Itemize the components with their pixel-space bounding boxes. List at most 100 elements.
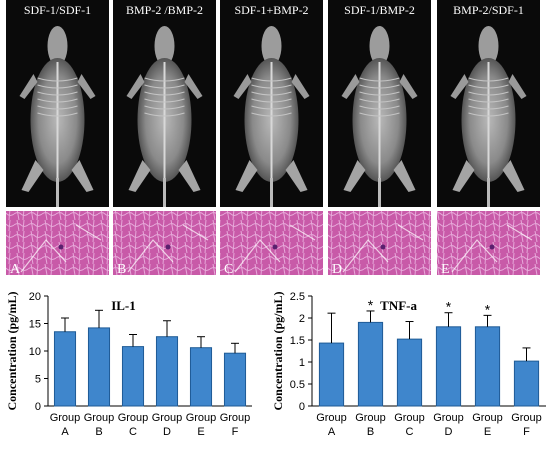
xray-panel-title: BMP-2 /BMP-2 (126, 3, 203, 17)
significance-marker: * (368, 297, 374, 313)
panel-letter: B (117, 262, 126, 277)
tissue-panel: D (328, 211, 431, 277)
rib-line (37, 77, 78, 82)
forelimb-left (19, 74, 38, 99)
panel-letter: E (441, 262, 450, 277)
x-tick-label: Group B (355, 412, 386, 438)
x-tick-label: Group E (472, 412, 503, 438)
rib-line (468, 105, 509, 110)
hindlimb-left (343, 160, 366, 192)
xray-panel-title: SDF-1+BMP-2 (234, 3, 308, 17)
tissue-image (113, 211, 216, 275)
bar (223, 352, 247, 407)
panel-letter: A (10, 262, 21, 277)
tissue-nucleus (165, 244, 171, 250)
rib-line (359, 105, 400, 110)
tissue-panel: E (437, 211, 540, 277)
rib-line (37, 105, 78, 110)
x-tick-label: Group D (433, 412, 464, 438)
tissue-image (220, 211, 323, 275)
bar (318, 342, 345, 407)
forelimb-left (450, 74, 469, 99)
y-tick-label: 2.5 (290, 291, 305, 303)
xray-panel: BMP-2/SDF-1 (437, 0, 540, 207)
hindlimb-left (128, 160, 151, 192)
rib-line (468, 91, 509, 96)
skull-shape (261, 26, 282, 66)
forelimb-left (126, 74, 145, 99)
rib-line (144, 84, 185, 89)
skull-shape (369, 26, 390, 66)
tissue-fissure (342, 224, 424, 273)
rib-line (251, 91, 292, 96)
xray-panel: SDF-1/BMP-2 (328, 0, 431, 207)
bar (155, 336, 179, 407)
rib-line (251, 77, 292, 82)
bar (396, 338, 423, 407)
tissue-panel: B (113, 211, 216, 277)
x-tick-label: Group F (511, 412, 542, 438)
hindlimb-left (235, 160, 258, 192)
forelimb-right (508, 74, 527, 99)
y-tick-label: 2 (299, 313, 305, 325)
hindlimb-right (178, 160, 201, 192)
rib-line (144, 98, 185, 103)
rib-line (359, 91, 400, 96)
xray-panel-title: BMP-2/SDF-1 (453, 3, 524, 17)
rat-silhouette (126, 26, 203, 207)
x-tick-label: Group D (152, 412, 183, 438)
y-tick-label: 5 (35, 374, 41, 386)
rib-line (359, 98, 400, 103)
rib-line (468, 98, 509, 103)
hindlimb-left (452, 160, 475, 192)
tissue-fissure (451, 224, 533, 273)
bar (53, 331, 77, 407)
rib-line (251, 112, 292, 117)
rib-line (468, 84, 509, 89)
significance-marker: * (446, 299, 452, 315)
x-tick-label: Group B (84, 412, 115, 438)
x-tick-label: Group F (220, 412, 251, 438)
rib-line (144, 112, 185, 117)
forelimb-right (291, 74, 310, 99)
y-tick-label: 1 (299, 357, 305, 369)
significance-marker: * (485, 301, 491, 317)
hindlimb-left (21, 160, 44, 192)
rib-line (251, 98, 292, 103)
chart-title: TNF-a (380, 298, 417, 313)
rib-line (144, 105, 185, 110)
tissue-fissure (20, 224, 102, 273)
x-tick-label: Group C (394, 412, 425, 438)
bar (189, 347, 213, 407)
rib-line (251, 105, 292, 110)
rat-silhouette (19, 26, 96, 207)
rib-line (359, 77, 400, 82)
bar (513, 360, 540, 407)
rib-line (251, 84, 292, 89)
x-tick-label: Group A (316, 412, 347, 438)
rat-silhouette (233, 26, 310, 207)
tissue-fissure (127, 224, 209, 273)
bar (357, 321, 384, 407)
tissue-nucleus (489, 244, 495, 250)
bar (87, 327, 111, 407)
rib-line (468, 77, 509, 82)
rat-silhouette (341, 26, 418, 207)
rib-line (37, 84, 78, 89)
tissue-panel: C (220, 211, 323, 277)
tissue-panel: A (6, 211, 109, 277)
forelimb-right (184, 74, 203, 99)
xray-panel-title: SDF-1/SDF-1 (24, 3, 91, 17)
chart-title: IL-1 (111, 298, 136, 313)
hindlimb-right (71, 160, 94, 192)
tissue-nucleus (272, 244, 278, 250)
y-tick-label: 10 (29, 346, 41, 358)
tissue-image (328, 211, 431, 275)
skull-shape (154, 26, 175, 66)
xray-panel: SDF-1/SDF-1 (6, 0, 109, 207)
rib-line (144, 91, 185, 96)
hindlimb-right (502, 160, 525, 192)
hindlimb-right (393, 160, 416, 192)
